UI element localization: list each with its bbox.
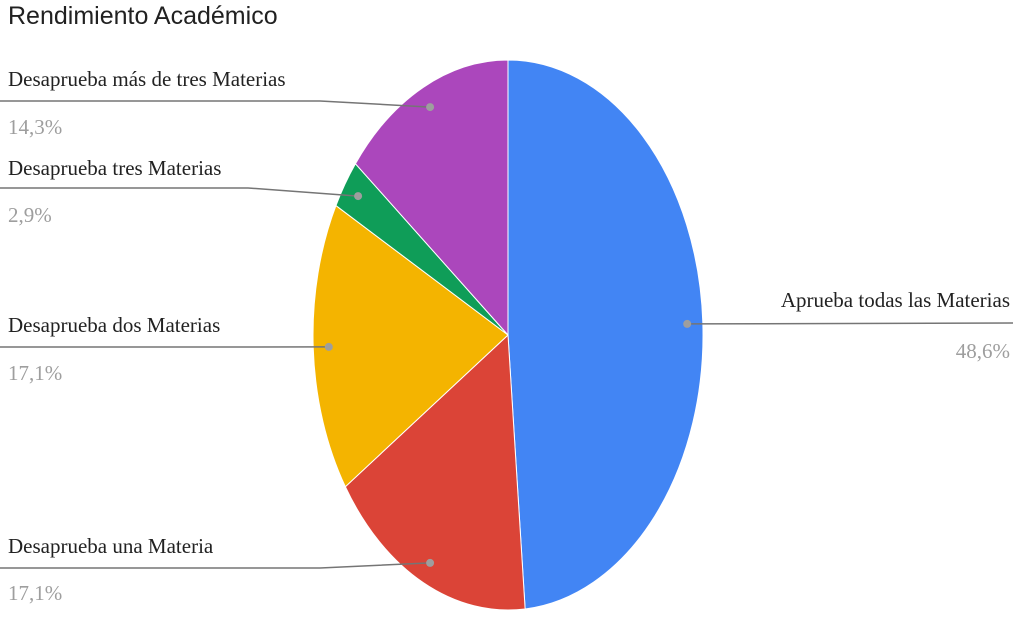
leader-line-desaprueba-una-materia — [0, 563, 430, 568]
leader-line-aprueba-todas-las-materias — [687, 323, 1013, 324]
leader-dot-desaprueba-dos-materias — [325, 343, 333, 351]
slice-aprueba-todas-las-materias[interactable] — [508, 60, 703, 609]
slice-label-desaprueba-tres-materias: Desaprueba tres Materias — [8, 156, 221, 180]
slice-percent-desaprueba-mas-de-tres-materias: 14,3% — [8, 115, 62, 139]
slice-percent-aprueba-todas-las-materias: 48,6% — [956, 339, 1010, 363]
slice-label-desaprueba-una-materia: Desaprueba una Materia — [8, 534, 214, 558]
leader-dot-desaprueba-mas-de-tres-materias — [426, 103, 434, 111]
leader-dot-desaprueba-tres-materias — [354, 192, 362, 200]
pie-slices — [313, 60, 703, 610]
chart-title: Rendimiento Académico — [8, 2, 278, 31]
slice-label-desaprueba-dos-materias: Desaprueba dos Materias — [8, 313, 220, 337]
leader-line-desaprueba-tres-materias — [0, 188, 358, 196]
slice-percent-desaprueba-una-materia: 17,1% — [8, 581, 62, 605]
leader-dot-desaprueba-una-materia — [426, 559, 434, 567]
leader-dot-aprueba-todas-las-materias — [683, 320, 691, 328]
leader-line-desaprueba-mas-de-tres-materias — [0, 101, 430, 107]
slice-percent-desaprueba-tres-materias: 2,9% — [8, 203, 52, 227]
slice-label-desaprueba-mas-de-tres-materias: Desaprueba más de tres Materias — [8, 67, 286, 91]
slice-percent-desaprueba-dos-materias: 17,1% — [8, 361, 62, 385]
slice-label-aprueba-todas-las-materias: Aprueba todas las Materias — [781, 288, 1010, 312]
